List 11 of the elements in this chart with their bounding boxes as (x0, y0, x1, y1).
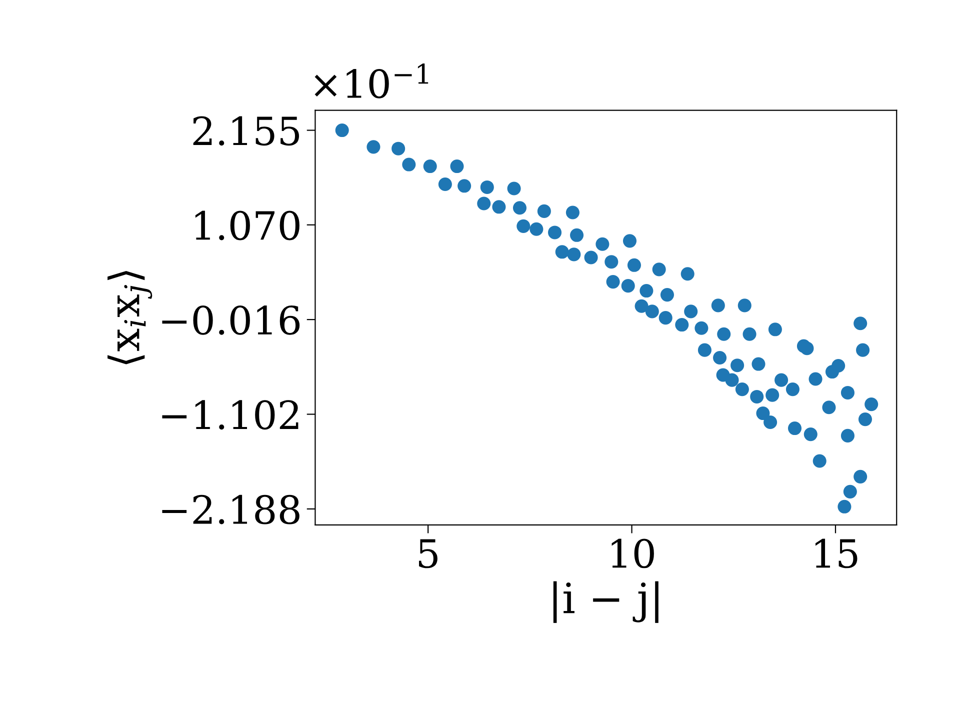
y-tick-label: 1.070 (195, 210, 300, 240)
y-tick-label: −1.102 (162, 400, 298, 430)
y-tick-label: 2.155 (193, 116, 300, 146)
y-tick-label: −2.188 (162, 494, 300, 524)
y-axis-title: ⟨x$_{i}$x$_{j}$⟩ (108, 270, 152, 364)
y-tick-label: −0.016 (162, 305, 300, 335)
x-tick-label: 15 (816, 538, 858, 568)
x-axis-title: |i − j| (553, 581, 658, 623)
text: ×10$^{−1}$ (314, 63, 428, 98)
x-tick-label: 5 (419, 539, 438, 568)
x-tick-label: 10 (612, 538, 654, 568)
